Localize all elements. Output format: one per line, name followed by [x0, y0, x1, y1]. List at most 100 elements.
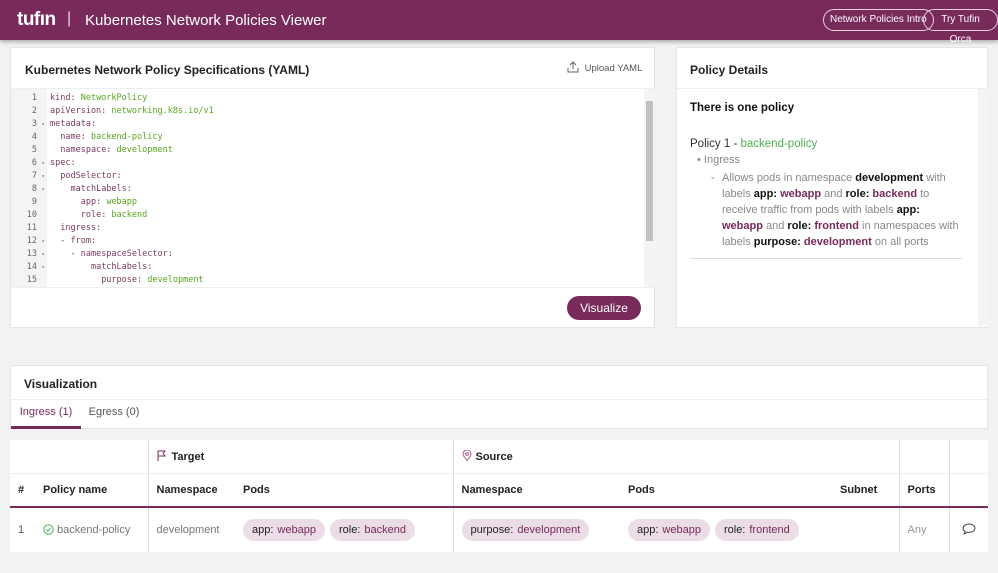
network-policies-intro-button[interactable]: Network Policies Intro	[823, 9, 934, 31]
upload-icon	[567, 61, 579, 73]
line-number: 6 ▾	[31, 158, 45, 168]
direction-label: Ingress	[703, 154, 740, 166]
check-circle-icon	[43, 524, 54, 535]
details-scrollbar[interactable]	[978, 89, 989, 326]
table-row[interactable]: 1 backend-policy development app: webapp r…	[10, 507, 988, 552]
description-fragment: on all ports	[871, 236, 929, 248]
label-chip: role: frontend	[714, 519, 799, 541]
fold-arrow-icon[interactable]: ▾	[41, 264, 45, 271]
col-source-namespace: Namespace	[461, 483, 523, 496]
description-fragment: to receive traffic from pods with labels	[722, 188, 930, 216]
header-separator: |	[67, 10, 72, 27]
line-number: 4	[31, 132, 37, 142]
col-target-namespace: Namespace	[156, 483, 218, 496]
fold-arrow-icon[interactable]: ▾	[41, 238, 45, 245]
chip-value: webapp	[277, 524, 316, 536]
code-line: purpose: development	[101, 275, 204, 285]
fold-arrow-icon[interactable]: ▾	[41, 251, 45, 258]
line-number: 10	[26, 210, 37, 220]
row-policy-name: backend-policy	[35, 507, 149, 552]
code-line: app: webapp	[80, 197, 138, 207]
code-line: ingress:	[60, 223, 102, 233]
tab-egress[interactable]: Egress (0)	[88, 406, 140, 418]
chip-key: app:	[637, 524, 659, 536]
target-group-header: Target	[148, 440, 454, 473]
code-line: matchLabels:	[70, 184, 132, 194]
line-number: 5	[31, 145, 37, 155]
yaml-editor[interactable]: 1 kind: NetworkPolicy 2 apiVersion: network…	[11, 88, 655, 288]
policy-summary: There is one policy	[690, 102, 795, 114]
row-num: 1	[18, 524, 25, 536]
col-source-pods: Pods	[628, 483, 655, 496]
line-number: 11	[26, 223, 37, 233]
visualization-title: Visualization	[24, 377, 98, 391]
code-line: name: backend-policy	[60, 132, 163, 142]
flag-icon	[157, 450, 166, 461]
code-line: - from:	[60, 236, 97, 246]
description-fragment: Allows pods in namespace	[722, 172, 856, 184]
description-fragment: development	[800, 236, 872, 248]
fold-arrow-icon[interactable]: ▾	[41, 160, 45, 167]
row-target-pods: app: webapp role: backend	[235, 507, 454, 552]
policy-name-link[interactable]: backend-policy	[740, 138, 818, 150]
line-number: 14 ▾	[26, 262, 45, 272]
chip-value: development	[517, 524, 581, 536]
line-gutter	[11, 89, 47, 287]
col-ports: Ports	[899, 473, 950, 507]
description-fragment: app:	[896, 204, 920, 216]
divider	[690, 258, 962, 259]
col-target-pods: Pods	[235, 473, 454, 507]
upload-yaml-label: Upload YAML	[584, 63, 643, 74]
code-line: - namespaceSelector:	[70, 249, 173, 259]
app-header: tufın | Kubernetes Network Policies View…	[0, 0, 998, 45]
chip-value: backend	[364, 524, 406, 536]
row-subnet	[840, 507, 900, 552]
description-fragment: app:	[753, 188, 778, 200]
policy-prefix: Policy 1 -	[690, 138, 741, 150]
line-number: 13 ▾	[26, 249, 45, 259]
visualize-button[interactable]: Visualize	[567, 296, 641, 320]
source-label: Source	[475, 450, 513, 463]
code-line: podSelector:	[60, 171, 122, 181]
comment-button[interactable]	[949, 507, 988, 552]
row-target-namespace: development	[156, 524, 220, 536]
yaml-card-title: Kubernetes Network Policy Specifications…	[25, 63, 310, 77]
row-source-namespace: purpose: development	[453, 507, 620, 552]
label-chip: purpose: development	[461, 519, 590, 541]
upload-yaml-button[interactable]: Upload YAML	[567, 61, 642, 74]
code-line: matchLabels:	[90, 262, 153, 272]
scrollbar-thumb[interactable]	[646, 101, 653, 241]
visualization-card: Visualization Ingress (1) Egress (0)	[10, 365, 988, 429]
policy-details-body: There is one policy Policy 1 - backend-p…	[677, 88, 989, 326]
code-line: metadata:	[50, 119, 97, 129]
code-line: kind: NetworkPolicy	[50, 93, 148, 103]
fold-arrow-icon[interactable]: ▾	[41, 186, 45, 193]
description-fragment: with labels	[722, 172, 946, 200]
policy-details-title: Policy Details	[690, 63, 769, 77]
fold-arrow-icon[interactable]: ▾	[41, 121, 45, 128]
yaml-card: Kubernetes Network Policy Specifications…	[10, 47, 655, 328]
label-chip: role: backend	[329, 519, 415, 541]
policy-name-text: backend-policy	[57, 524, 131, 536]
tufin-logo: tufın	[17, 9, 56, 30]
target-label: Target	[171, 450, 205, 463]
row-ports: Any	[899, 507, 950, 552]
description-fragment: role:	[845, 188, 870, 200]
try-tufin-orca-button[interactable]: Try Tufin Orca	[923, 9, 998, 45]
fold-arrow-icon[interactable]: ▾	[41, 173, 45, 180]
description-fragment: purpose:	[753, 236, 801, 248]
line-number: 15	[26, 275, 37, 285]
code-line: apiVersion: networking.k8s.io/v1	[50, 106, 214, 116]
tab-ingress[interactable]: Ingress (1)	[11, 399, 81, 429]
line-number: 1	[31, 93, 37, 103]
line-number: 12 ▾	[26, 236, 45, 246]
line-number: 2	[31, 106, 37, 116]
app-title: Kubernetes Network Policies Viewer	[85, 12, 327, 29]
policy-details-card: Policy Details There is one policy Polic…	[676, 47, 989, 328]
line-number: 3 ▾	[31, 119, 45, 129]
description-fragment: role:	[787, 220, 812, 232]
chip-value: webapp	[662, 524, 701, 536]
line-number: 9	[31, 197, 37, 207]
description-fragment: backend	[869, 188, 918, 200]
editor-scrollbar[interactable]	[644, 89, 655, 287]
